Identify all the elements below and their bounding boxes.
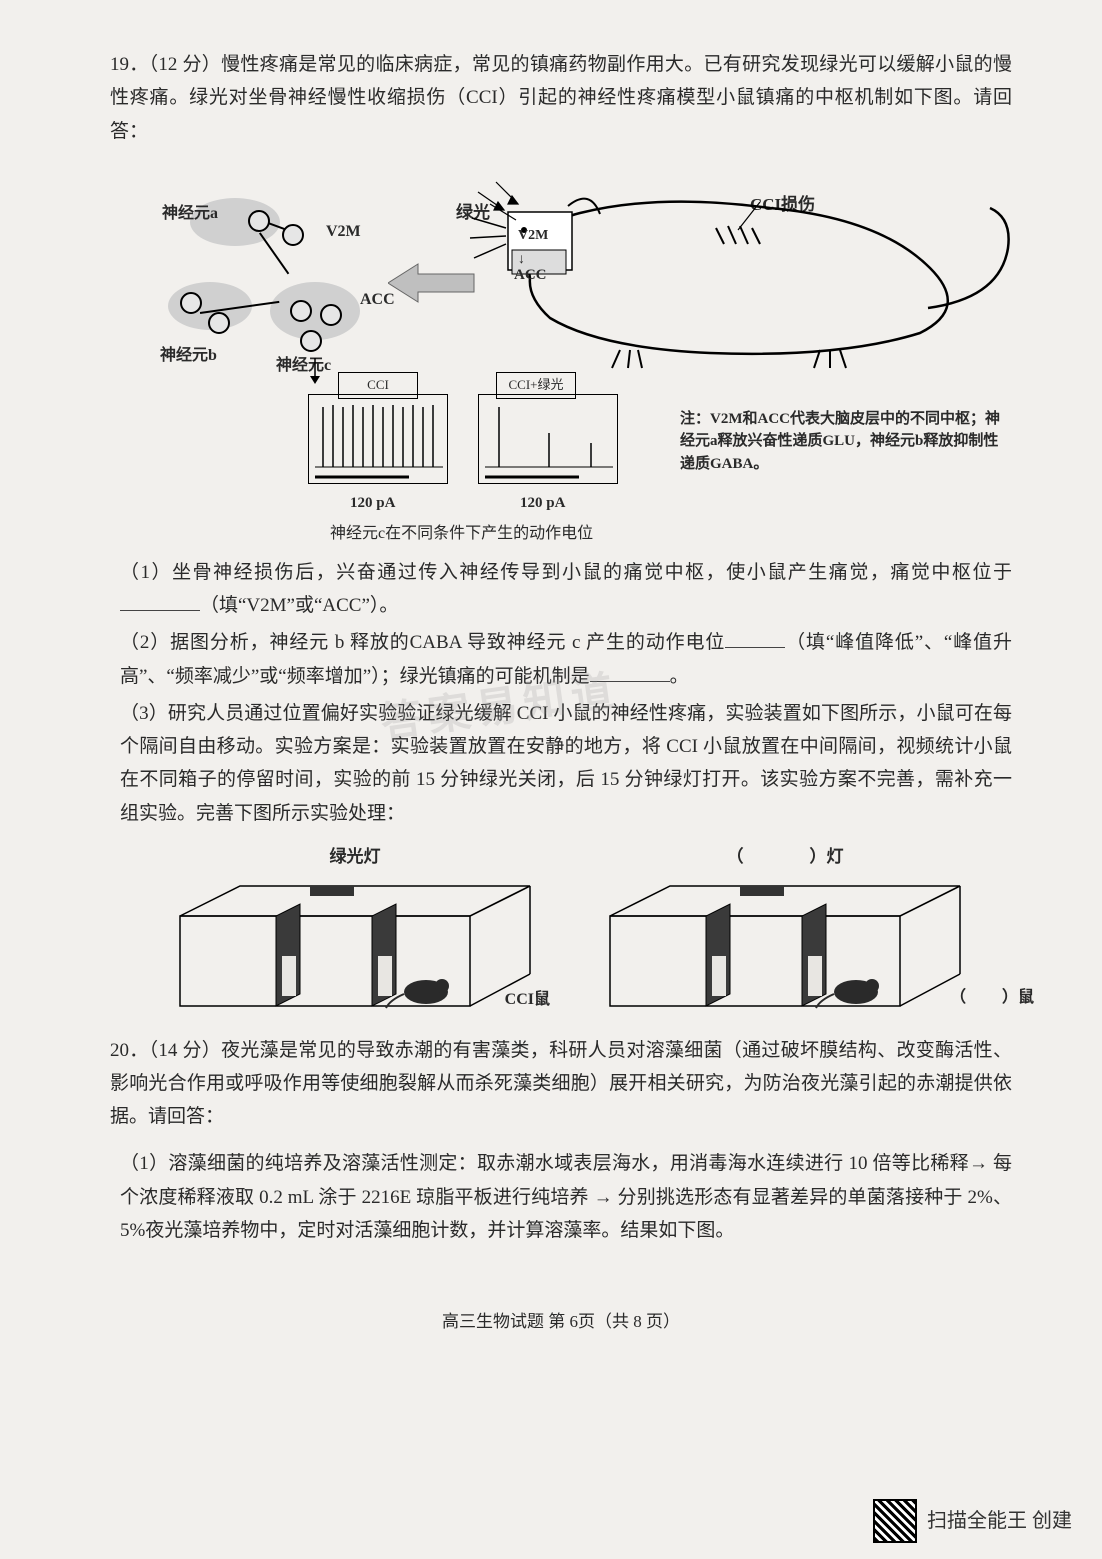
arrow-down-icon bbox=[300, 356, 330, 386]
label-v2m: V2M bbox=[326, 218, 361, 246]
neuron-node bbox=[208, 312, 230, 334]
neuron-node bbox=[282, 224, 304, 246]
chamber-left: 绿光灯 bbox=[170, 842, 540, 1016]
chamber-left-label: 绿光灯 bbox=[170, 842, 540, 872]
chamber-box-svg bbox=[170, 876, 540, 1016]
chamber-right: （ ）灯 bbox=[600, 842, 970, 1016]
label-neuron-b: 神经元b bbox=[160, 342, 217, 370]
blank-field bbox=[120, 592, 200, 611]
chamber-left-mouse-label: CCI鼠 bbox=[505, 986, 550, 1014]
spike-pa-2: 120 pA bbox=[520, 490, 565, 516]
chamber-right-mouse-label: （）鼠 bbox=[950, 984, 1034, 1012]
question-20: 20．（14 分）夜光藻是常见的导致赤潮的有害藻类，科研人员对溶藻细菌（通过破坏… bbox=[110, 1034, 1012, 1248]
neuron-node bbox=[320, 304, 342, 326]
q19-intro-text: 慢性疼痛是常见的临床病症，常见的镇痛药物副作用大。已有研究发现绿光可以缓解小鼠的… bbox=[110, 54, 1012, 142]
q19-intro: 19．（12 分）慢性疼痛是常见的临床病症，常见的镇痛药物副作用大。已有研究发现… bbox=[110, 48, 1012, 148]
q19-sub3: （3）研究人员通过位置偏好实验验证绿光缓解 CCI 小鼠的神经性疼痛，实验装置如… bbox=[120, 697, 1012, 830]
neuron-node bbox=[248, 210, 270, 232]
neuron-node bbox=[300, 330, 322, 352]
label-neuron-a: 神经元a bbox=[162, 200, 218, 228]
q20-intro-text: 夜光藻是常见的导致赤潮的有害藻类，科研人员对溶藻细菌（通过破坏膜结构、改变酶活性… bbox=[110, 1040, 1012, 1128]
neuron-cluster: 神经元a V2M ACC 神经元b 神经元c bbox=[160, 192, 390, 352]
spike-caption: 神经元c在不同条件下产生的动作电位 bbox=[330, 520, 593, 548]
blank-field bbox=[590, 663, 670, 682]
q19-number: 19． bbox=[110, 54, 149, 75]
chamber-diagram: 绿光灯 bbox=[170, 842, 1012, 1016]
scan-attribution: 扫描全能王 创建 bbox=[873, 1499, 1072, 1543]
q20-intro: 20．（14 分）夜光藻是常见的导致赤潮的有害藻类，科研人员对溶藻细菌（通过破坏… bbox=[110, 1034, 1012, 1134]
question-19: 19．（12 分）慢性疼痛是常见的临床病症，常见的镇痛药物副作用大。已有研究发现… bbox=[110, 48, 1012, 1016]
mouse-acc-label: ACC bbox=[514, 262, 547, 288]
neuron-node bbox=[180, 292, 202, 314]
q20-sub1: （1）溶藻细菌的纯培养及溶藻活性测定：取赤潮水域表层海水，用消毒海水连续进行 1… bbox=[120, 1147, 1012, 1247]
chamber-box-svg bbox=[600, 876, 970, 1016]
q20-points: （14 分） bbox=[149, 1040, 221, 1061]
spike-chart-cci bbox=[308, 394, 448, 484]
diagram-note: 注：V2M和ACC代表大脑皮层中的不同中枢；神经元a释放兴奋性递质GLU，神经元… bbox=[680, 408, 1010, 476]
scan-text: 扫描全能王 创建 bbox=[927, 1504, 1072, 1539]
spike-charts: CCI CCI+绿光 bbox=[308, 372, 638, 522]
spike-pa-1: 120 pA bbox=[350, 490, 395, 516]
q19-points: （12 分） bbox=[149, 54, 221, 75]
q19-sub2: （2）据图分析，神经元 b 释放的CABA 导致神经元 c 产生的动作电位（填“… bbox=[120, 626, 1012, 693]
q19-sub1: （1）坐骨神经损伤后，兴奋通过传入神经传导到小鼠的痛觉中枢，使小鼠产生痛觉，痛觉… bbox=[120, 556, 1012, 623]
q20-number: 20． bbox=[110, 1040, 149, 1061]
page-footer: 高三生物试题 第 6页（共 8 页） bbox=[110, 1307, 1012, 1337]
chamber-right-label: （ ）灯 bbox=[600, 842, 970, 872]
q19-diagram-main: 神经元a V2M ACC 神经元b 神经元c 绿光 CCI损伤 bbox=[150, 162, 1020, 542]
spike-chart-cci-green bbox=[478, 394, 618, 484]
neuron-node bbox=[290, 300, 312, 322]
blank-field bbox=[725, 629, 785, 648]
qr-code-icon bbox=[873, 1499, 917, 1543]
